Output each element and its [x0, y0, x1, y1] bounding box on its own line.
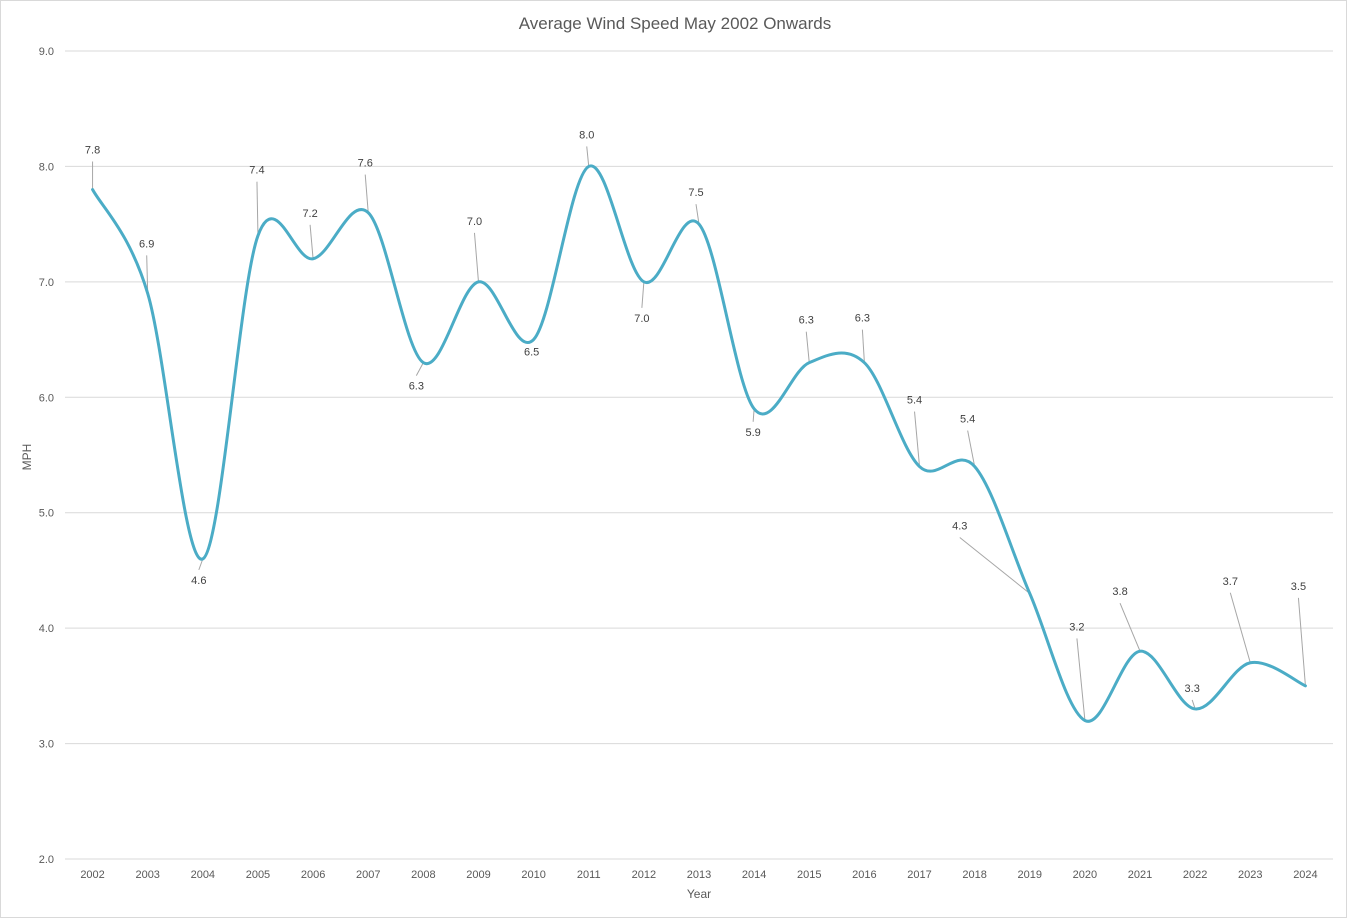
data-label: 7.0	[467, 216, 482, 228]
data-label-leader	[256, 181, 259, 236]
data-label: 3.7	[1223, 576, 1238, 588]
data-label-leader	[1119, 603, 1141, 652]
x-tick-label: 2002	[80, 869, 104, 881]
data-label: 6.5	[524, 347, 539, 359]
data-label: 7.4	[249, 165, 264, 177]
data-label-leader	[364, 174, 369, 213]
data-label-leader	[967, 430, 976, 467]
data-label: 6.3	[799, 315, 814, 327]
y-tick-label: 3.0	[39, 739, 54, 751]
data-label: 7.5	[688, 187, 703, 199]
data-label: 4.3	[952, 521, 967, 533]
x-tick-label: 2016	[852, 869, 876, 881]
y-axis-ticks: 2.0 3.0 4.0 5.0 6.0 7.0 8.0 9.0	[39, 46, 54, 866]
data-label-leaders	[92, 146, 1306, 721]
data-label: 7.0	[634, 313, 649, 325]
x-tick-label: 2022	[1183, 869, 1207, 881]
data-label: 7.6	[358, 158, 373, 170]
data-label: 5.9	[745, 427, 760, 439]
x-tick-label: 2017	[907, 869, 931, 881]
gridlines	[65, 50, 1333, 860]
y-tick-label: 9.0	[39, 46, 54, 58]
data-label-leader	[586, 146, 590, 167]
x-tick-label: 2006	[301, 869, 325, 881]
data-label-leader	[695, 204, 700, 225]
data-label: 6.9	[139, 238, 154, 250]
chart-title: Average Wind Speed May 2002 Onwards	[519, 14, 831, 33]
data-label: 3.3	[1185, 683, 1200, 695]
data-label-leader	[914, 411, 921, 467]
x-tick-label: 2019	[1018, 869, 1042, 881]
y-tick-label: 4.0	[39, 623, 54, 635]
x-tick-label: 2014	[742, 869, 766, 881]
data-label: 4.6	[191, 575, 206, 587]
data-label-leader	[1229, 592, 1251, 663]
y-tick-label: 7.0	[39, 277, 54, 289]
data-label-leader	[805, 331, 810, 363]
data-label-leader	[1076, 638, 1086, 721]
data-label: 8.0	[579, 129, 594, 141]
data-label: 7.8	[85, 145, 100, 157]
y-axis-title: MPH	[20, 444, 34, 471]
data-label-leader	[415, 362, 424, 376]
data-label-leader	[473, 232, 479, 282]
data-label-leader	[198, 558, 204, 571]
x-tick-label: 2020	[1073, 869, 1097, 881]
x-axis-title: Year	[687, 887, 711, 901]
x-tick-label: 2010	[521, 869, 545, 881]
data-label-leader	[146, 255, 149, 294]
data-label: 5.4	[960, 414, 975, 426]
data-label-leader	[1297, 597, 1306, 686]
data-label: 3.5	[1291, 581, 1306, 593]
data-label: 6.3	[855, 313, 870, 325]
y-tick-label: 6.0	[39, 392, 54, 404]
x-tick-label: 2009	[466, 869, 490, 881]
data-label: 3.8	[1112, 586, 1127, 598]
data-label: 7.2	[302, 208, 317, 220]
data-labels: 7.8 6.9 4.6 7.4 7.2 7.6 6.3 7.0 6.5 8.0 7.0 7.5 5.9 6…	[85, 129, 1306, 695]
x-tick-label: 2008	[411, 869, 435, 881]
x-tick-label: 2013	[687, 869, 711, 881]
x-tick-label: 2011	[577, 869, 601, 881]
data-label: 3.2	[1069, 621, 1084, 633]
y-tick-label: 8.0	[39, 161, 54, 173]
x-tick-label: 2005	[246, 869, 270, 881]
series-line	[91, 164, 1307, 723]
x-tick-label: 2007	[356, 869, 380, 881]
data-label: 6.3	[409, 381, 424, 393]
data-label-leader	[641, 281, 645, 308]
x-tick-label: 2024	[1293, 869, 1317, 881]
y-tick-label: 5.0	[39, 508, 54, 520]
x-tick-label: 2003	[135, 869, 159, 881]
data-label-leader	[861, 329, 865, 363]
data-label-leader	[959, 537, 1031, 594]
x-tick-label: 2012	[632, 869, 656, 881]
x-tick-label: 2021	[1128, 869, 1152, 881]
data-label: 5.4	[907, 395, 922, 407]
x-tick-label: 2004	[191, 869, 215, 881]
x-axis-ticks: 2002 2003 2004 2005 2006 2007 2008 2009 2010 2011…	[80, 869, 1317, 881]
x-tick-label: 2015	[797, 869, 821, 881]
data-label-leader	[752, 408, 755, 422]
x-tick-label: 2023	[1238, 869, 1262, 881]
y-tick-label: 2.0	[39, 854, 54, 866]
data-label-leader	[309, 224, 314, 259]
x-tick-label: 2018	[962, 869, 986, 881]
